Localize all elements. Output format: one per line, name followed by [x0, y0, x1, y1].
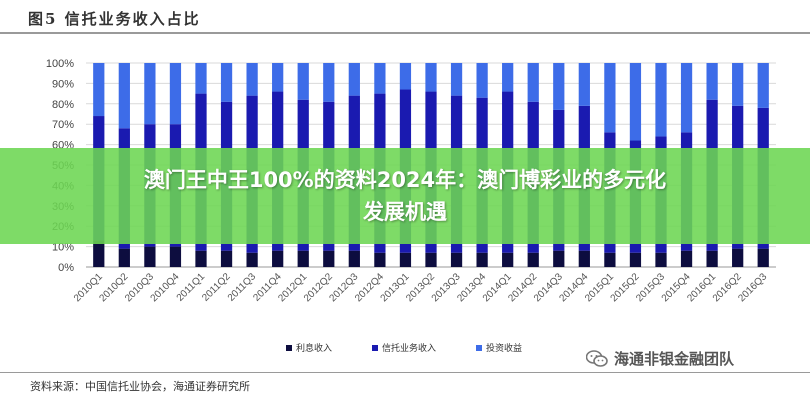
bar-segment	[144, 246, 156, 267]
y-tick-label: 90%	[52, 78, 74, 90]
bar-segment	[757, 63, 769, 108]
bar-segment	[425, 63, 437, 92]
bar-segment	[527, 63, 539, 102]
bar-segment	[195, 250, 207, 267]
bar-segment	[706, 250, 718, 267]
bar-segment	[169, 246, 182, 267]
x-tick-label: 2016Q3	[736, 271, 769, 304]
bar-segment	[246, 63, 258, 96]
watermark: 海通非银金融团队	[586, 348, 734, 369]
watermark-text: 海通非银金融团队	[614, 350, 735, 368]
bar-segment	[399, 63, 412, 90]
bar-segment	[527, 252, 539, 267]
bar-segment	[195, 63, 207, 94]
bar-segment	[655, 63, 667, 137]
bar-segment	[297, 63, 309, 100]
bar-segment	[118, 248, 130, 267]
bar-segment	[450, 63, 463, 96]
bar-segment	[629, 63, 642, 141]
legend-label: 投资收益	[486, 342, 522, 354]
headline-banner: 澳门王中王100%的资料2024年：澳门博彩业的多元化 发展机遇	[0, 148, 810, 244]
bar-segment	[374, 63, 386, 94]
y-tick-label: 10%	[52, 242, 74, 254]
bar-segment	[93, 240, 105, 267]
bar-segment	[272, 63, 284, 92]
bar-segment	[706, 63, 718, 100]
bar-segment	[297, 250, 309, 267]
bar-segment	[348, 250, 360, 267]
legend-swatch	[476, 345, 482, 351]
bar-segment	[348, 63, 360, 96]
y-tick-label: 0%	[58, 262, 74, 274]
y-tick-label: 80%	[52, 99, 74, 111]
banner-line-1: 澳门王中王100%的资料2024年：澳门博彩业的多元化	[143, 168, 667, 192]
bar-segment	[757, 248, 769, 267]
bar-segment	[93, 63, 105, 117]
source-divider	[0, 372, 810, 373]
bar-segment	[246, 252, 258, 267]
bar-segment	[169, 63, 182, 125]
bar-segment	[450, 252, 463, 267]
bar-segment	[220, 63, 233, 102]
bar-segment	[323, 250, 335, 267]
bar-segment	[425, 252, 437, 267]
y-tick-label: 100%	[46, 58, 74, 70]
bar-segment	[476, 63, 488, 98]
bar-segment	[680, 63, 693, 133]
bar-segment	[732, 248, 744, 267]
legend-swatch	[286, 345, 292, 351]
bar-segment	[553, 250, 565, 267]
bar-segment	[220, 250, 233, 267]
bar-segment	[553, 63, 565, 110]
bar-segment	[502, 63, 514, 92]
bar-segment	[476, 252, 488, 267]
legend: 利息收入 信托业务收入 投资收益	[286, 342, 522, 354]
bar-segment	[118, 63, 130, 129]
wechat-icon	[586, 349, 608, 367]
x-axis-ticks: 2010Q12010Q22010Q32010Q42011Q12011Q22011…	[72, 271, 770, 304]
bar-segment	[680, 250, 693, 267]
legend-swatch	[372, 345, 378, 351]
bar-segment	[578, 250, 590, 267]
bar-segment	[629, 252, 642, 267]
legend-label: 利息收入	[296, 342, 332, 354]
bar-segment	[502, 252, 514, 267]
source-note: 资料来源：中国信托业协会，海通证券研究所	[30, 380, 250, 393]
bar-segment	[323, 63, 335, 102]
bar-segment	[578, 63, 590, 106]
bar-segment	[272, 250, 284, 267]
bar-segment	[655, 252, 667, 267]
figure-title-bar: 图5 信托业务收入占比	[0, 0, 810, 34]
figure-title: 图5 信托业务收入占比	[28, 10, 201, 28]
bar-segment	[374, 252, 386, 267]
bar-segment	[604, 63, 616, 133]
legend-label: 信托业务收入	[382, 342, 436, 354]
bar-segment	[732, 63, 744, 106]
bar-segment	[399, 252, 412, 267]
bar-segment	[144, 63, 156, 125]
y-tick-label: 70%	[52, 119, 74, 131]
bar-segment	[604, 252, 616, 267]
banner-line-2: 发展机遇	[363, 200, 447, 224]
